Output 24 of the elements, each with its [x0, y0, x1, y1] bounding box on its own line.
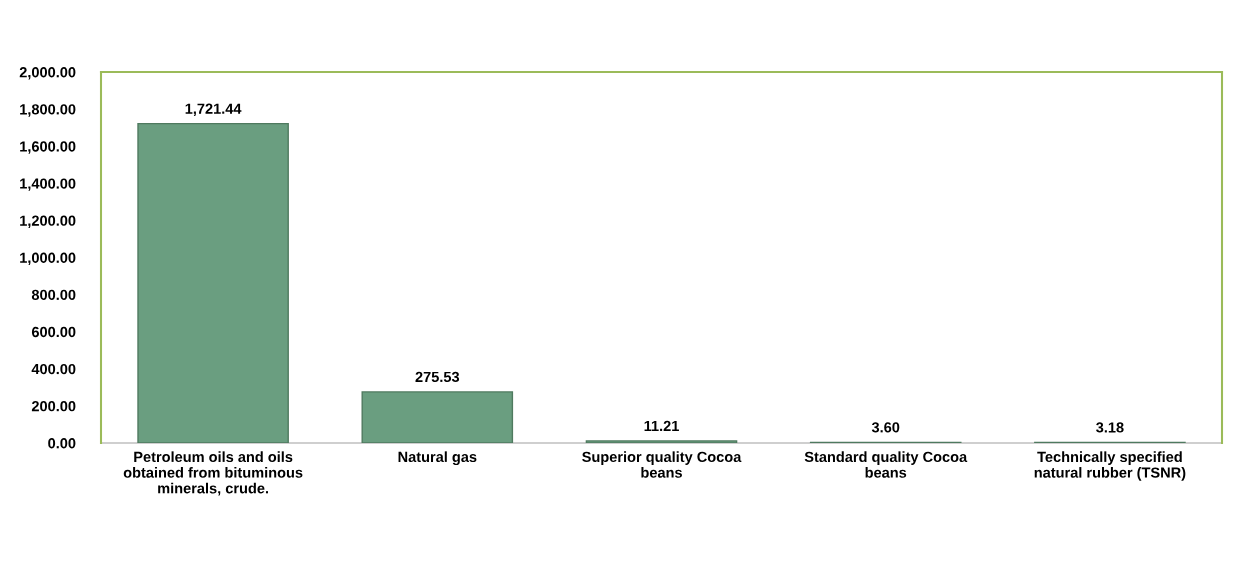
- data-label: 3.18: [1096, 422, 1124, 433]
- x-tick-label: Superior quality Cocoa beans: [582, 451, 742, 478]
- bar: [585, 440, 738, 443]
- y-tick-label: 400.00: [31, 363, 76, 375]
- data-label: 3.60: [871, 422, 900, 433]
- bar: [137, 122, 289, 443]
- y-tick-label: 1,800.00: [20, 104, 76, 117]
- bar: [361, 391, 514, 443]
- data-label: 1,721.44: [185, 103, 242, 116]
- y-tick-label: 1,200.00: [20, 215, 76, 228]
- y-tick-label: 1,400.00: [20, 178, 76, 191]
- x-tick-label: Petroleum oils and oils obtained from bituminous minerals, crude.: [123, 451, 303, 496]
- y-tick-label: 600.00: [31, 326, 76, 338]
- x-tick-label: Natural gas: [398, 451, 477, 465]
- y-tick-label: 200.00: [31, 401, 76, 412]
- data-label: 11.21: [644, 420, 679, 431]
- y-tick-label: 1,600.00: [20, 141, 76, 154]
- data-label: 275.53: [415, 371, 460, 383]
- y-tick-label: 800.00: [31, 289, 76, 301]
- y-tick-label: 0.00: [48, 438, 76, 449]
- x-tick-label: Standard quality Cocoa beans: [804, 451, 968, 478]
- x-tick-label: Technically specified natural rubber (TSNR): [1034, 451, 1186, 481]
- y-tick-label: 2,000.00: [19, 67, 76, 80]
- y-tick-label: 1,000.00: [20, 252, 76, 266]
